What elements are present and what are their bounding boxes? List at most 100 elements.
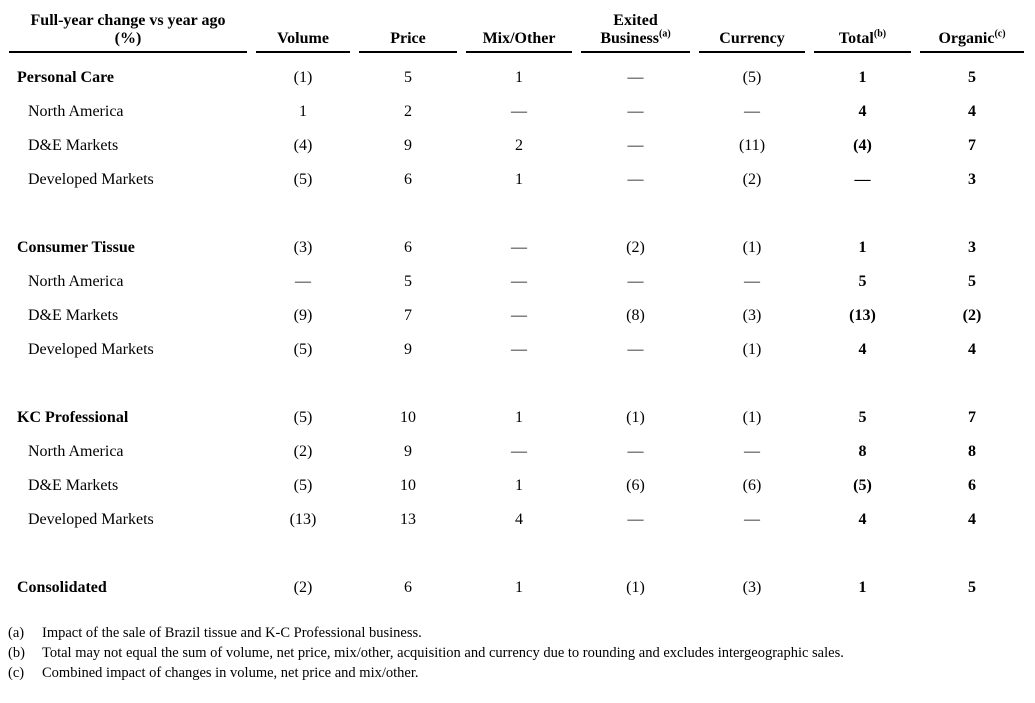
cell-value: 6	[404, 171, 412, 188]
cell-value: (1)	[626, 409, 645, 426]
cell-value: 2	[404, 103, 412, 120]
cell-value: (3)	[742, 307, 762, 324]
row-label: North America	[28, 273, 124, 290]
cell-value: 5	[404, 69, 412, 86]
row-label: Personal Care	[17, 69, 115, 86]
table-row-developed-markets: Developed Markets (5) 9 — — (1) 4 4	[9, 333, 1024, 367]
row-label: Developed Markets	[28, 341, 154, 358]
spacer-row	[9, 367, 1024, 401]
row-label: Consolidated	[17, 579, 107, 596]
cell-value: 4	[968, 103, 976, 120]
table-row-consolidated: Consolidated (2) 6 1 (1) (3) 1 5	[9, 571, 1024, 605]
cell-value: (2)	[626, 239, 645, 256]
cell-value: 10	[400, 477, 416, 494]
cell-value: —	[627, 341, 644, 358]
cell-value: 7	[968, 137, 976, 154]
cell-value: 5	[968, 579, 976, 596]
cell-value: (4)	[853, 137, 872, 154]
table-row-d-e-markets: D&E Markets (5) 10 1 (6) (6) (5) 6	[9, 469, 1024, 503]
row-label: Consumer Tissue	[17, 239, 135, 256]
row-label: D&E Markets	[28, 137, 119, 154]
cell-value: (13)	[289, 511, 317, 528]
footnote-text: Combined impact of changes in volume, ne…	[42, 665, 419, 681]
table-row-north-america: North America (2) 9 — — — 8 8	[9, 435, 1024, 469]
cell-value: —	[854, 171, 871, 188]
cell-value: (1)	[293, 69, 313, 86]
cell-value: 1	[515, 409, 523, 426]
cell-value: 1	[515, 477, 523, 494]
column-header-mixother: Mix/Other	[466, 12, 572, 53]
cell-value: 4	[968, 341, 976, 358]
cell-value: 5	[858, 273, 867, 290]
footnote-marker: (b)	[8, 645, 25, 661]
cell-value: 1	[515, 69, 523, 86]
cell-value: 9	[404, 443, 412, 460]
cell-value: —	[511, 103, 527, 120]
row-label: Developed Markets	[28, 511, 154, 528]
spacer-row	[9, 537, 1024, 571]
cell-value: —	[744, 103, 760, 120]
footnote-item: (c) Combined impact of changes in volume,…	[8, 663, 1035, 683]
cell-value: 1	[858, 579, 867, 596]
table-row-consumer-tissue: Consumer Tissue (3) 6 — (2) (1) 1 3	[9, 231, 1024, 265]
cell-value: (1)	[742, 409, 762, 426]
table-header-row: Full-year change vs year ago (%) Volume P…	[9, 12, 1024, 53]
cell-value: (3)	[293, 239, 313, 256]
cell-value: —	[627, 171, 644, 188]
cell-value: 6	[968, 477, 976, 494]
cell-value: 9	[404, 137, 412, 154]
cell-value: —	[511, 443, 527, 460]
document-page: Full-year change vs year ago (%) Volume P…	[8, 12, 1035, 683]
table-row-developed-markets: Developed Markets (13) 13 4 — — 4 4	[9, 503, 1024, 537]
cell-value: 1	[299, 103, 307, 120]
cell-value: 1	[515, 171, 523, 188]
cell-value: (5)	[293, 409, 313, 426]
cell-value: 4	[858, 511, 867, 528]
cell-value: 6	[404, 239, 412, 256]
cell-value: 4	[515, 511, 523, 528]
spacer-row	[9, 197, 1024, 231]
cell-value: —	[511, 307, 527, 324]
column-header-currency: Currency	[699, 12, 805, 53]
cell-value: (5)	[742, 69, 762, 86]
cell-value: —	[511, 341, 527, 358]
cell-value: —	[744, 511, 760, 528]
cell-value: (11)	[738, 137, 766, 154]
table-row-developed-markets: Developed Markets (5) 6 1 — (2) — 3	[9, 163, 1024, 197]
cell-value: (6)	[626, 477, 645, 494]
cell-value: —	[744, 443, 760, 460]
column-header-price: Price	[359, 12, 457, 53]
table-row-north-america: North America — 5 — — — 5 5	[9, 265, 1024, 299]
cell-value: (2)	[962, 307, 982, 324]
cell-value: (2)	[293, 579, 313, 596]
cell-value: —	[295, 273, 311, 290]
cell-value: 10	[400, 409, 416, 426]
footnote-text: Impact of the sale of Brazil tissue and …	[42, 625, 422, 641]
cell-value: —	[627, 137, 644, 154]
footnote-marker-superscript: (c)	[994, 28, 1006, 40]
cell-value: (2)	[742, 171, 762, 188]
cell-value: (5)	[293, 171, 313, 188]
cell-value: —	[627, 69, 644, 86]
row-label: North America	[28, 103, 124, 120]
cell-value: 5	[968, 273, 976, 290]
cell-value: (8)	[626, 307, 645, 324]
cell-value: 4	[968, 511, 976, 528]
table-row-personal-care: Personal Care (1) 5 1 — (5) 1 5	[9, 61, 1024, 95]
cell-value: 8	[858, 443, 867, 460]
cell-value: (3)	[742, 579, 762, 596]
row-label: D&E Markets	[28, 307, 119, 324]
cell-value: —	[627, 103, 644, 120]
cell-value: —	[511, 239, 527, 256]
cell-value: 5	[968, 69, 976, 86]
table-row-d-e-markets: D&E Markets (9) 7 — (8) (3) (13) (2)	[9, 299, 1024, 333]
footnote-item: (b) Total may not equal the sum of volume…	[8, 643, 1035, 663]
cell-value: (5)	[293, 341, 313, 358]
footnote-marker: (a)	[8, 625, 25, 641]
column-header-organic: Organic(c)	[920, 12, 1024, 53]
cell-value: 7	[968, 409, 976, 426]
cell-value: 6	[404, 579, 412, 596]
cell-value: 2	[515, 137, 523, 154]
cell-value: (9)	[293, 307, 313, 324]
cell-value: (5)	[853, 477, 872, 494]
